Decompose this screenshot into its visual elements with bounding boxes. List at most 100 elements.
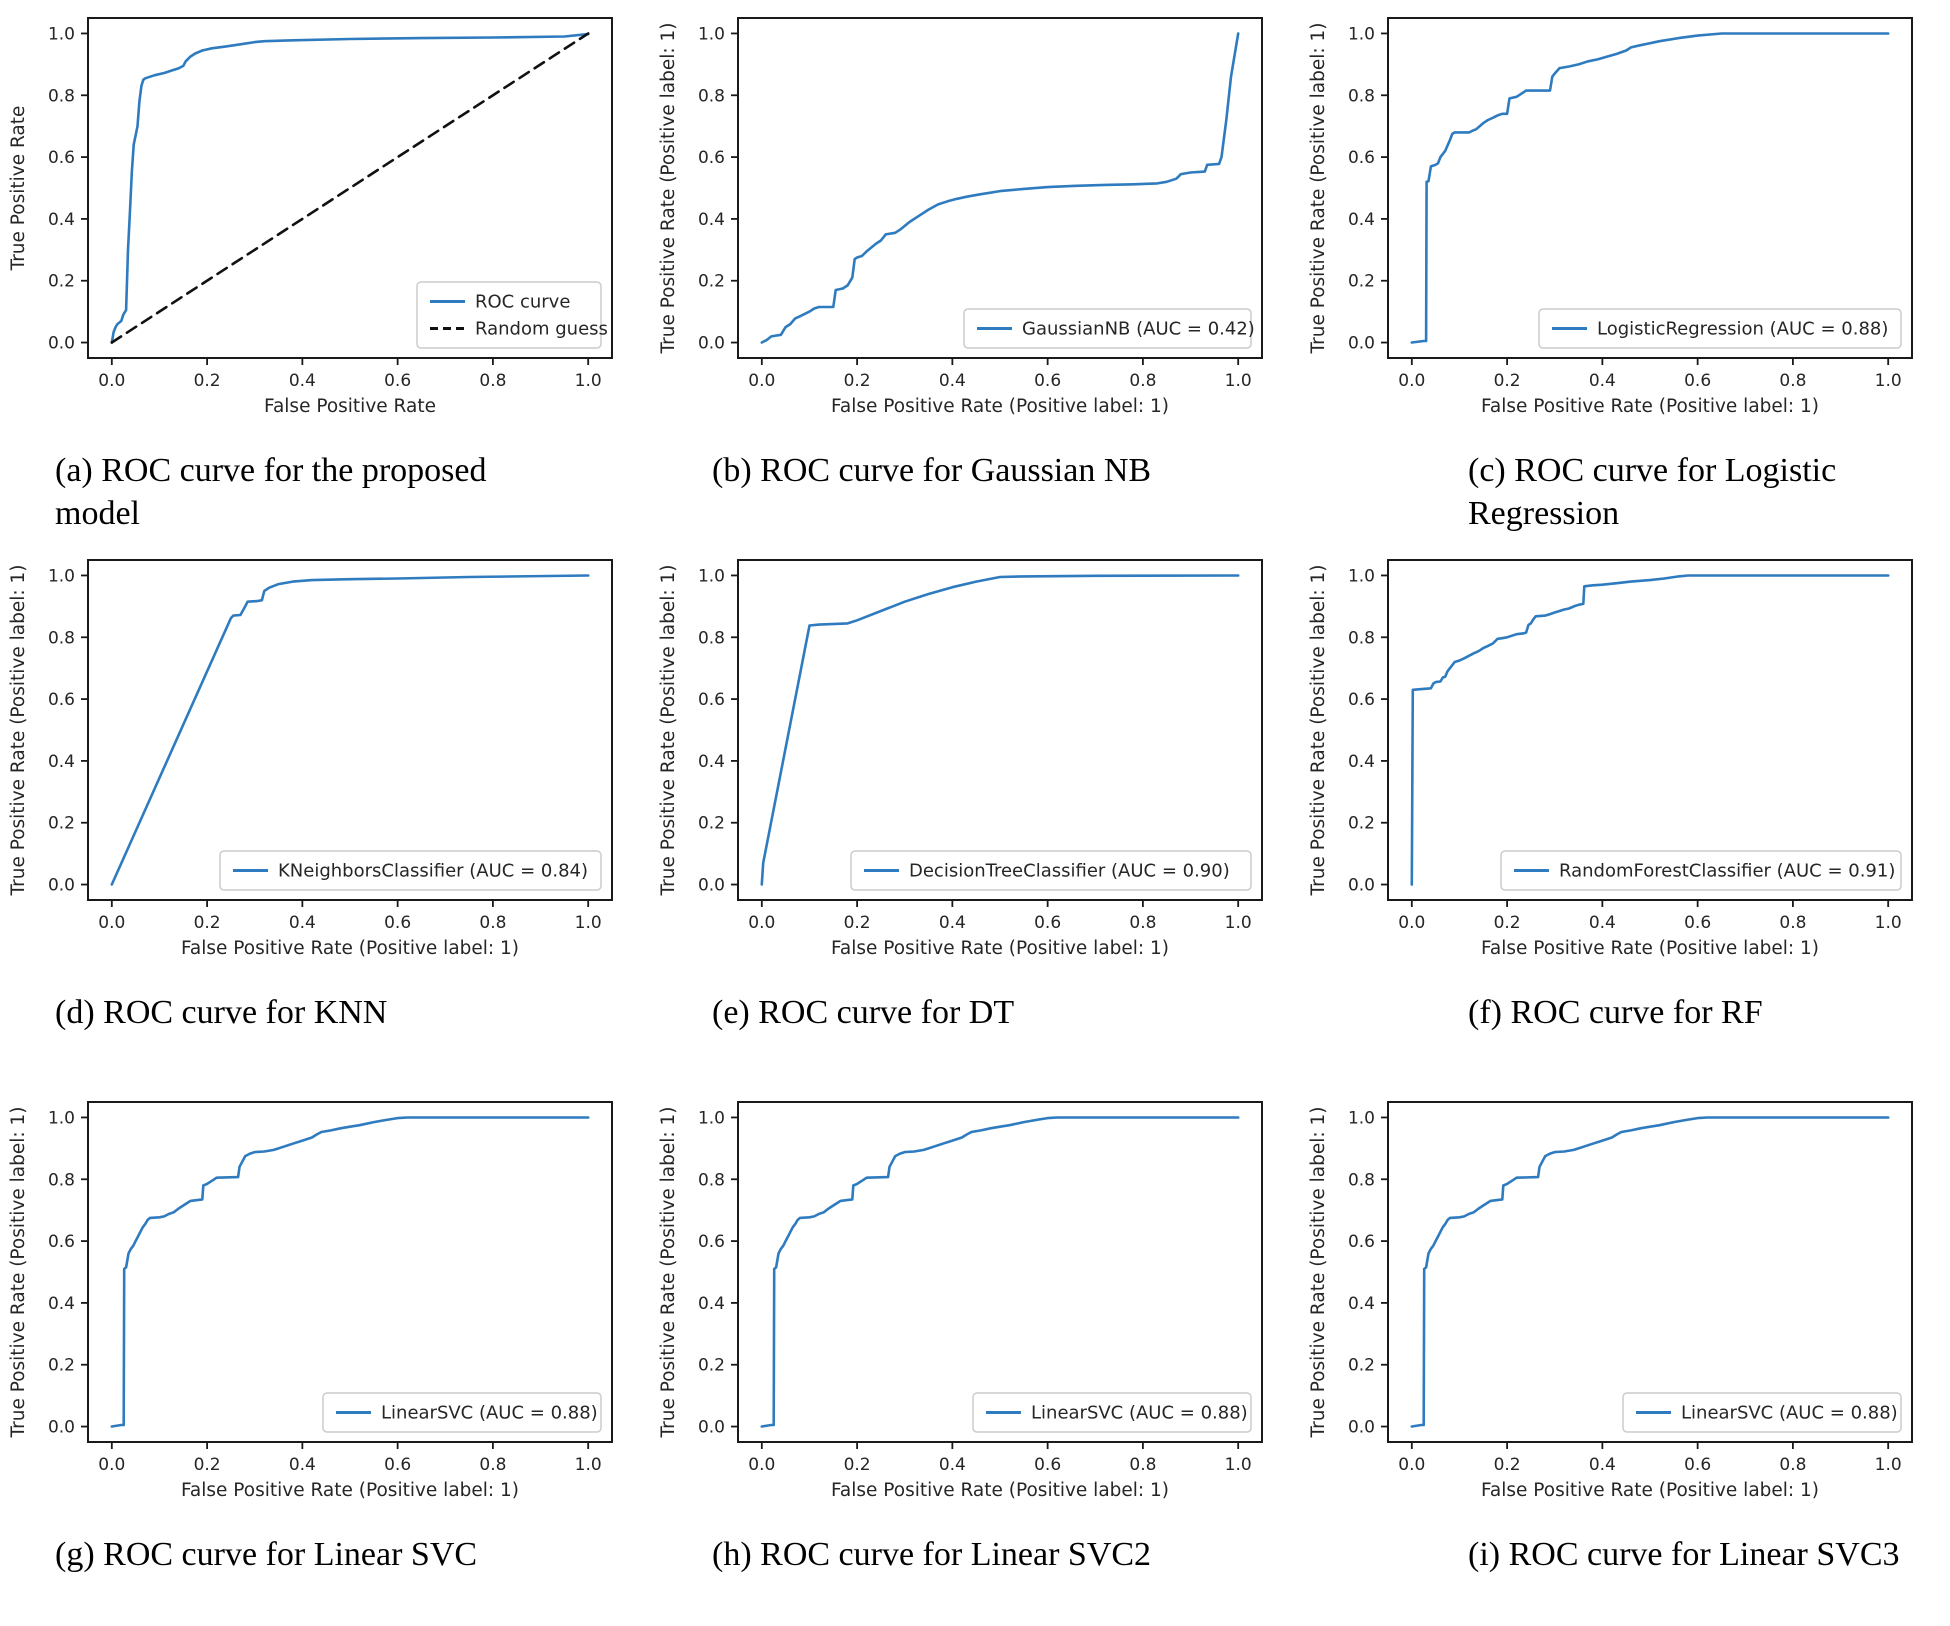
legend-box (416, 281, 602, 349)
x-tick-label: 0.4 (1589, 371, 1616, 391)
x-tick-label: 0.2 (844, 913, 871, 933)
roc-curve-line (760, 32, 1240, 344)
y-tick-label: 0.2 (48, 1356, 75, 1376)
x-tick-label: 0.2 (194, 1455, 221, 1475)
roc-chart-h-svg: 0.0 0.2 0.4 0.6 0.8 1.0 0.0 0.2 0.4 0.6 0.8 1.0 Fals… (650, 1088, 1280, 1522)
y-axis-label: True Positive Rate (Positive label: 1) (1308, 1107, 1329, 1439)
roc-chart-g-svg: 0.0 0.2 0.4 0.6 0.8 1.0 0.0 0.2 0.4 0.6 0.8 1.0 Fals… (0, 1088, 630, 1522)
y-tick-label: 0.0 (698, 1418, 725, 1438)
plot-background (1300, 546, 1930, 980)
legend-label: LinearSVC (AUC = 0.88) (1681, 1403, 1898, 1424)
x-tick-label: 1.0 (575, 371, 602, 391)
caption-b: (b) ROC curve for Gaussian NB (712, 452, 1152, 489)
x-tick-label: 1.0 (575, 913, 602, 933)
y-tick-label: 0.6 (698, 690, 725, 710)
y-tick-label: 0.8 (1348, 86, 1375, 106)
x-tick-label: 0.4 (289, 1455, 316, 1475)
x-tick-label: 0.8 (479, 913, 506, 933)
x-tick-label: 0.4 (939, 371, 966, 391)
roc-plot-e: 0.0 0.2 0.4 0.6 0.8 1.0 0.0 0.2 0.4 0.6 0.8 1.0 Fals… (650, 542, 1300, 1084)
plot-background (0, 546, 630, 980)
roc-chart-c-svg: 0.0 0.2 0.4 0.6 0.8 1.0 0.0 0.2 0.4 0.6 0.8 1.0 Fals… (1300, 4, 1930, 438)
y-axis-label: True Positive Rate (Positive label: 1) (658, 565, 679, 897)
caption-d: (d) ROC curve for KNN (55, 994, 388, 1031)
legend-box (963, 308, 1252, 349)
caption-c: (c) ROC curve for Logistic Regression (1468, 452, 1837, 532)
y-tick-label: 0.8 (48, 86, 75, 106)
x-tick-label: 0.4 (289, 913, 316, 933)
x-tick-label: 0.0 (748, 371, 775, 391)
roc-curve-line (760, 574, 1240, 886)
x-tick-label: 0.6 (384, 1455, 411, 1475)
legend-box (219, 850, 602, 891)
y-tick-label: 0.8 (1348, 1170, 1375, 1190)
x-tick-label: 1.0 (1875, 1455, 1902, 1475)
plot-border (737, 1101, 1263, 1443)
y-tick-label: 1.0 (48, 1108, 75, 1128)
y-tick-label: 0.8 (698, 628, 725, 648)
x-tick-label: 0.2 (194, 913, 221, 933)
roc-plot-c: 0.0 0.2 0.4 0.6 0.8 1.0 0.0 0.2 0.4 0.6 0.8 1.0 Fals… (1300, 0, 1950, 542)
roc-curve-line (760, 1116, 1240, 1428)
y-tick-label: 0.6 (698, 1232, 725, 1252)
x-tick-label: 0.0 (1398, 913, 1425, 933)
x-axis-label: False Positive Rate (Positive label: 1) (831, 1480, 1169, 1501)
y-tick-label: 1.0 (1348, 566, 1375, 586)
roc-curve-line (110, 1116, 590, 1428)
plot-background (0, 4, 630, 438)
y-tick-label: 0.0 (1348, 334, 1375, 354)
x-tick-label: 0.8 (479, 371, 506, 391)
y-tick-label: 0.0 (48, 876, 75, 896)
y-tick-label: 0.4 (1348, 1294, 1375, 1314)
y-tick-label: 1.0 (1348, 1108, 1375, 1128)
x-tick-label: 1.0 (1875, 913, 1902, 933)
x-tick-label: 0.2 (844, 371, 871, 391)
roc-chart-a-svg: 0.0 0.2 0.4 0.6 0.8 1.0 0.0 0.2 0.4 0.6 0.8 1.0 Fals… (0, 4, 630, 438)
y-tick-label: 0.8 (698, 86, 725, 106)
y-tick-label: 0.6 (1348, 148, 1375, 168)
x-axis-label: False Positive Rate (Positive label: 1) (1481, 396, 1819, 417)
x-axis-label: False Positive Rate (Positive label: 1) (831, 396, 1169, 417)
plot-background (650, 1088, 1280, 1522)
roc-curve-line (1410, 1116, 1890, 1428)
x-tick-label: 1.0 (1875, 371, 1902, 391)
caption-g: (g) ROC curve for Linear SVC (55, 1536, 478, 1573)
y-tick-label: 0.2 (1348, 272, 1375, 292)
y-tick-label: 0.6 (1348, 690, 1375, 710)
plot-border (87, 1101, 613, 1443)
plot-background (0, 1088, 630, 1522)
x-tick-label: 0.8 (479, 1455, 506, 1475)
x-tick-label: 0.4 (939, 913, 966, 933)
x-tick-label: 0.2 (844, 1455, 871, 1475)
y-axis-label: True Positive Rate (Positive label: 1) (658, 1107, 679, 1439)
roc-curve-line (110, 574, 590, 886)
y-tick-label: 0.6 (1348, 1232, 1375, 1252)
y-tick-label: 1.0 (48, 566, 75, 586)
y-tick-label: 0.2 (48, 272, 75, 292)
legend-label: RandomForestClassifier (AUC = 0.91) (1559, 861, 1895, 882)
plot-background (1300, 1088, 1930, 1522)
roc-chart-b-svg: 0.0 0.2 0.4 0.6 0.8 1.0 0.0 0.2 0.4 0.6 0.8 1.0 Fals… (650, 4, 1280, 438)
x-tick-label: 0.6 (384, 913, 411, 933)
x-tick-label: 0.6 (1034, 1455, 1061, 1475)
x-tick-label: 0.6 (1034, 913, 1061, 933)
x-axis-label: False Positive Rate (Positive label: 1) (831, 938, 1169, 959)
legend-box (322, 1392, 602, 1433)
roc-curve-line (1410, 574, 1890, 886)
x-tick-label: 0.2 (1494, 371, 1521, 391)
plot-background (650, 546, 1280, 980)
x-tick-label: 1.0 (575, 1455, 602, 1475)
x-tick-label: 0.2 (1494, 1455, 1521, 1475)
y-tick-label: 0.4 (1348, 752, 1375, 772)
x-tick-label: 0.6 (1684, 1455, 1711, 1475)
x-axis-label: False Positive Rate (Positive label: 1) (1481, 1480, 1819, 1501)
legend-label: KNeighborsClassifier (AUC = 0.84) (278, 861, 588, 882)
x-tick-label: 0.8 (1129, 1455, 1156, 1475)
legend-label: LogisticRegression (AUC = 0.88) (1597, 319, 1888, 340)
y-tick-label: 0.0 (698, 334, 725, 354)
plot-border (737, 559, 1263, 901)
y-tick-label: 0.6 (48, 690, 75, 710)
plot-background (650, 4, 1280, 438)
roc-curve-line (110, 32, 590, 344)
plot-background (1300, 4, 1930, 438)
